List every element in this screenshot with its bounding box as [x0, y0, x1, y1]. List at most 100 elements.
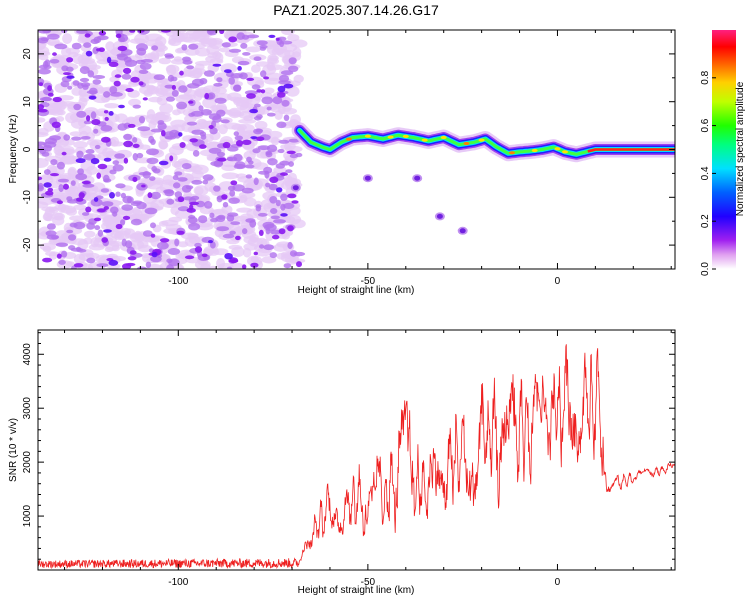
noise-cell [177, 241, 189, 248]
noise-cell [69, 131, 83, 137]
noise-cell [228, 197, 240, 204]
noise-cell [183, 65, 197, 77]
chart-title: PAZ1.2025.307.14.26.G17 [273, 2, 439, 18]
noise-cell [65, 207, 78, 216]
noise-cell [217, 105, 228, 111]
noise-cell [150, 233, 156, 238]
noise-cell [98, 30, 107, 36]
noise-cell [171, 89, 179, 97]
noise-cell [237, 66, 242, 71]
noise-cell [104, 246, 114, 252]
noise-cell [251, 64, 261, 73]
noise-cell [71, 42, 82, 50]
noise-cell [123, 157, 129, 164]
noise-cell [242, 228, 248, 235]
signal-hotspot [364, 134, 371, 138]
noise-cell [268, 183, 278, 191]
noise-cell [104, 103, 119, 109]
noise-cell [79, 77, 90, 83]
noise-cell [256, 136, 265, 142]
noise-cell [102, 147, 115, 158]
noise-cell [38, 108, 48, 113]
noise-cell [250, 136, 258, 140]
noise-cell [100, 50, 118, 59]
noise-cell [250, 256, 259, 263]
noise-cell [150, 222, 156, 229]
noise-cell [276, 187, 283, 193]
noise-cell [61, 151, 67, 156]
noise-cell [84, 33, 91, 38]
noise-cell [240, 42, 248, 49]
noise-cell [97, 208, 106, 213]
noise-cell [202, 179, 209, 185]
isolated-blob-core [436, 213, 443, 219]
noise-cell [152, 168, 161, 174]
noise-cell [56, 161, 65, 170]
noise-cell [90, 111, 97, 120]
noise-cell [229, 189, 236, 197]
noise-cell [77, 168, 84, 175]
noise-cell [233, 84, 242, 92]
noise-cell [293, 74, 304, 83]
noise-cell [243, 197, 257, 207]
noise-cell [256, 89, 263, 93]
noise-cell [283, 83, 294, 89]
noise-cell [50, 159, 58, 166]
noise-cell [118, 104, 125, 109]
noise-cell [216, 226, 229, 232]
noise-cell [187, 216, 198, 224]
noise-cell [71, 136, 82, 141]
noise-cell [150, 138, 156, 145]
noise-cell [257, 212, 268, 217]
noise-cell [168, 38, 182, 47]
noise-cell [171, 85, 176, 90]
noise-cell [113, 80, 121, 87]
noise-cell [289, 39, 308, 48]
noise-cell [137, 126, 151, 132]
noise-cell [229, 262, 246, 269]
noise-cell [49, 59, 60, 64]
noise-cell [183, 196, 194, 201]
noise-cell [41, 151, 50, 157]
noise-cell [84, 230, 96, 238]
noise-cell [270, 229, 281, 235]
noise-cell [47, 33, 60, 40]
noise-cell [117, 45, 128, 52]
noise-cell [96, 172, 101, 179]
noise-cell [155, 88, 167, 97]
noise-cell [228, 259, 239, 263]
noise-cell [244, 164, 255, 169]
snr-y-tick-label: 2000 [22, 451, 33, 474]
noise-cell [73, 141, 88, 149]
noise-cell [54, 43, 68, 50]
noise-cell [109, 169, 117, 175]
noise-cell [90, 198, 103, 207]
noise-cell [73, 103, 82, 111]
noise-cell [203, 85, 219, 93]
noise-cell [132, 137, 138, 143]
noise-cell [169, 129, 180, 138]
noise-cell [108, 259, 119, 266]
noise-cell [232, 184, 245, 192]
noise-cell [76, 248, 87, 253]
noise-cell [147, 192, 153, 199]
noise-cell [208, 125, 214, 129]
noise-cell [208, 147, 222, 154]
noise-cell [219, 30, 225, 34]
noise-cell [55, 242, 68, 247]
noise-cell [72, 80, 80, 86]
noise-cell [132, 153, 138, 161]
spectrogram-x-tick-label: -50 [361, 276, 376, 287]
noise-cell [281, 30, 295, 36]
noise-cell [256, 114, 263, 119]
colorbar-tick-label: 0.2 [700, 214, 711, 228]
noise-cell [265, 182, 271, 188]
noise-cell [252, 148, 261, 154]
noise-cell [130, 218, 143, 226]
noise-cell [227, 212, 239, 217]
noise-cell [132, 207, 141, 215]
noise-cell [264, 72, 283, 82]
noise-cell [191, 170, 204, 179]
noise-cell [85, 50, 93, 57]
noise-cell [38, 50, 51, 57]
